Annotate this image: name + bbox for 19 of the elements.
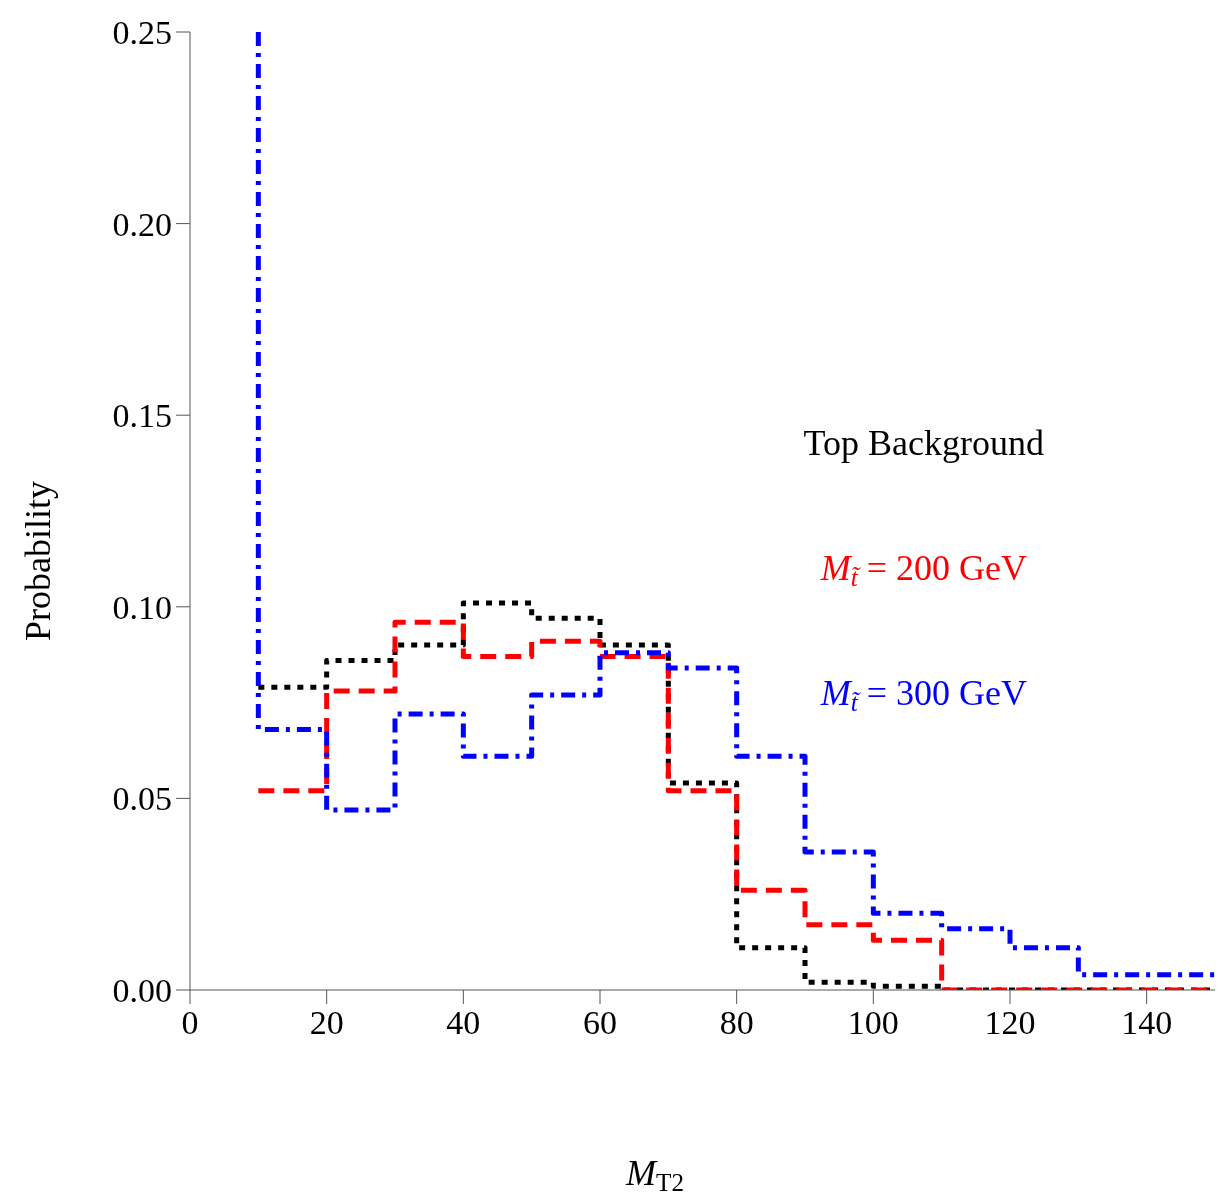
- x-tick-label: 140: [1121, 1004, 1173, 1042]
- x-tick-label: 20: [309, 1004, 344, 1042]
- y-tick-label: 0.25: [112, 14, 172, 52]
- x-tick-label: 120: [984, 1004, 1036, 1042]
- text: Top Background: [803, 423, 1045, 464]
- y-tick-label: 0.00: [112, 972, 172, 1010]
- y-tick-label: 0.10: [112, 588, 172, 626]
- text: M$_{t̃}$ = 200 GeV: [819, 548, 1027, 592]
- series-label: M$_{t̃}$ = 300 GeV: [819, 673, 1027, 717]
- y-tick-label: 0.15: [112, 397, 172, 435]
- x-tick-label: 40: [446, 1004, 481, 1042]
- x-axis-title: M$_{T2}$: [625, 1153, 684, 1197]
- y-tick-label: 0.05: [112, 780, 172, 818]
- y-tick-label: 0.20: [112, 205, 172, 243]
- x-tick-label: 0: [181, 1004, 199, 1042]
- x-tick-label: 80: [719, 1004, 754, 1042]
- y-axis-title: Probability: [18, 481, 58, 641]
- x-tick-label: 60: [583, 1004, 617, 1042]
- x-tick-label: 100: [847, 1004, 899, 1042]
